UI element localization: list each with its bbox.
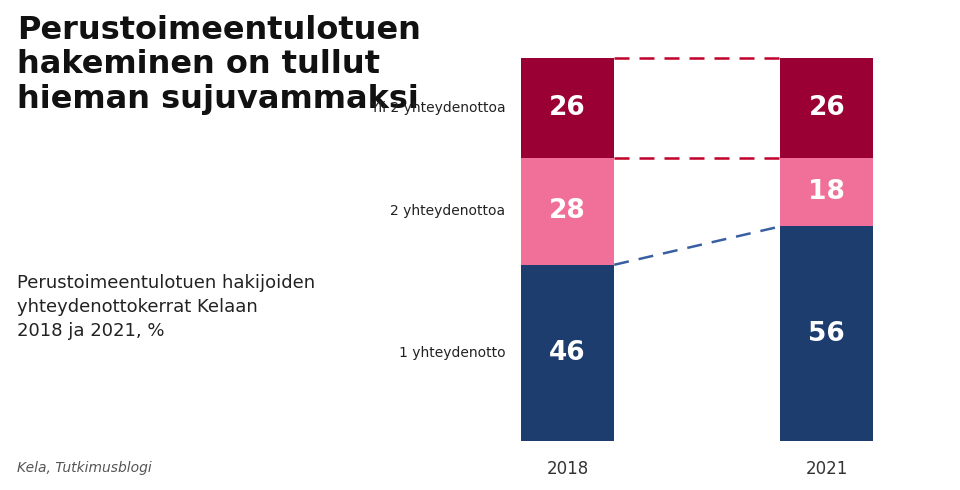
Text: 46: 46 (549, 340, 586, 366)
Text: Perustoimeentulotuen hakijoiden
yhteydenottokerrat Kelaan
2018 ja 2021, %: Perustoimeentulotuen hakijoiden yhteyden… (17, 274, 315, 340)
Text: 56: 56 (808, 321, 845, 347)
Text: 18: 18 (808, 179, 845, 205)
Bar (521, 265, 614, 441)
Bar (780, 58, 874, 157)
Text: Kela, Tutkimusblogi: Kela, Tutkimusblogi (17, 461, 152, 475)
Text: 28: 28 (549, 198, 586, 224)
Text: 26: 26 (808, 95, 845, 121)
Text: 2021: 2021 (805, 460, 848, 478)
Bar (521, 58, 614, 157)
Bar (780, 226, 874, 441)
Text: Perustoimeentulotuen
hakeminen on tullut
hieman sujuvammaksi: Perustoimeentulotuen hakeminen on tullut… (17, 15, 420, 115)
Text: 26: 26 (549, 95, 586, 121)
Text: 2018: 2018 (546, 460, 588, 478)
Bar (780, 157, 874, 226)
Bar (521, 157, 614, 265)
Text: 2 yhteydenottoa: 2 yhteydenottoa (390, 204, 505, 218)
Text: 1 yhteydenotto: 1 yhteydenotto (398, 346, 505, 360)
Text: Yli 2 yhteydenottoa: Yli 2 yhteydenottoa (370, 101, 505, 115)
